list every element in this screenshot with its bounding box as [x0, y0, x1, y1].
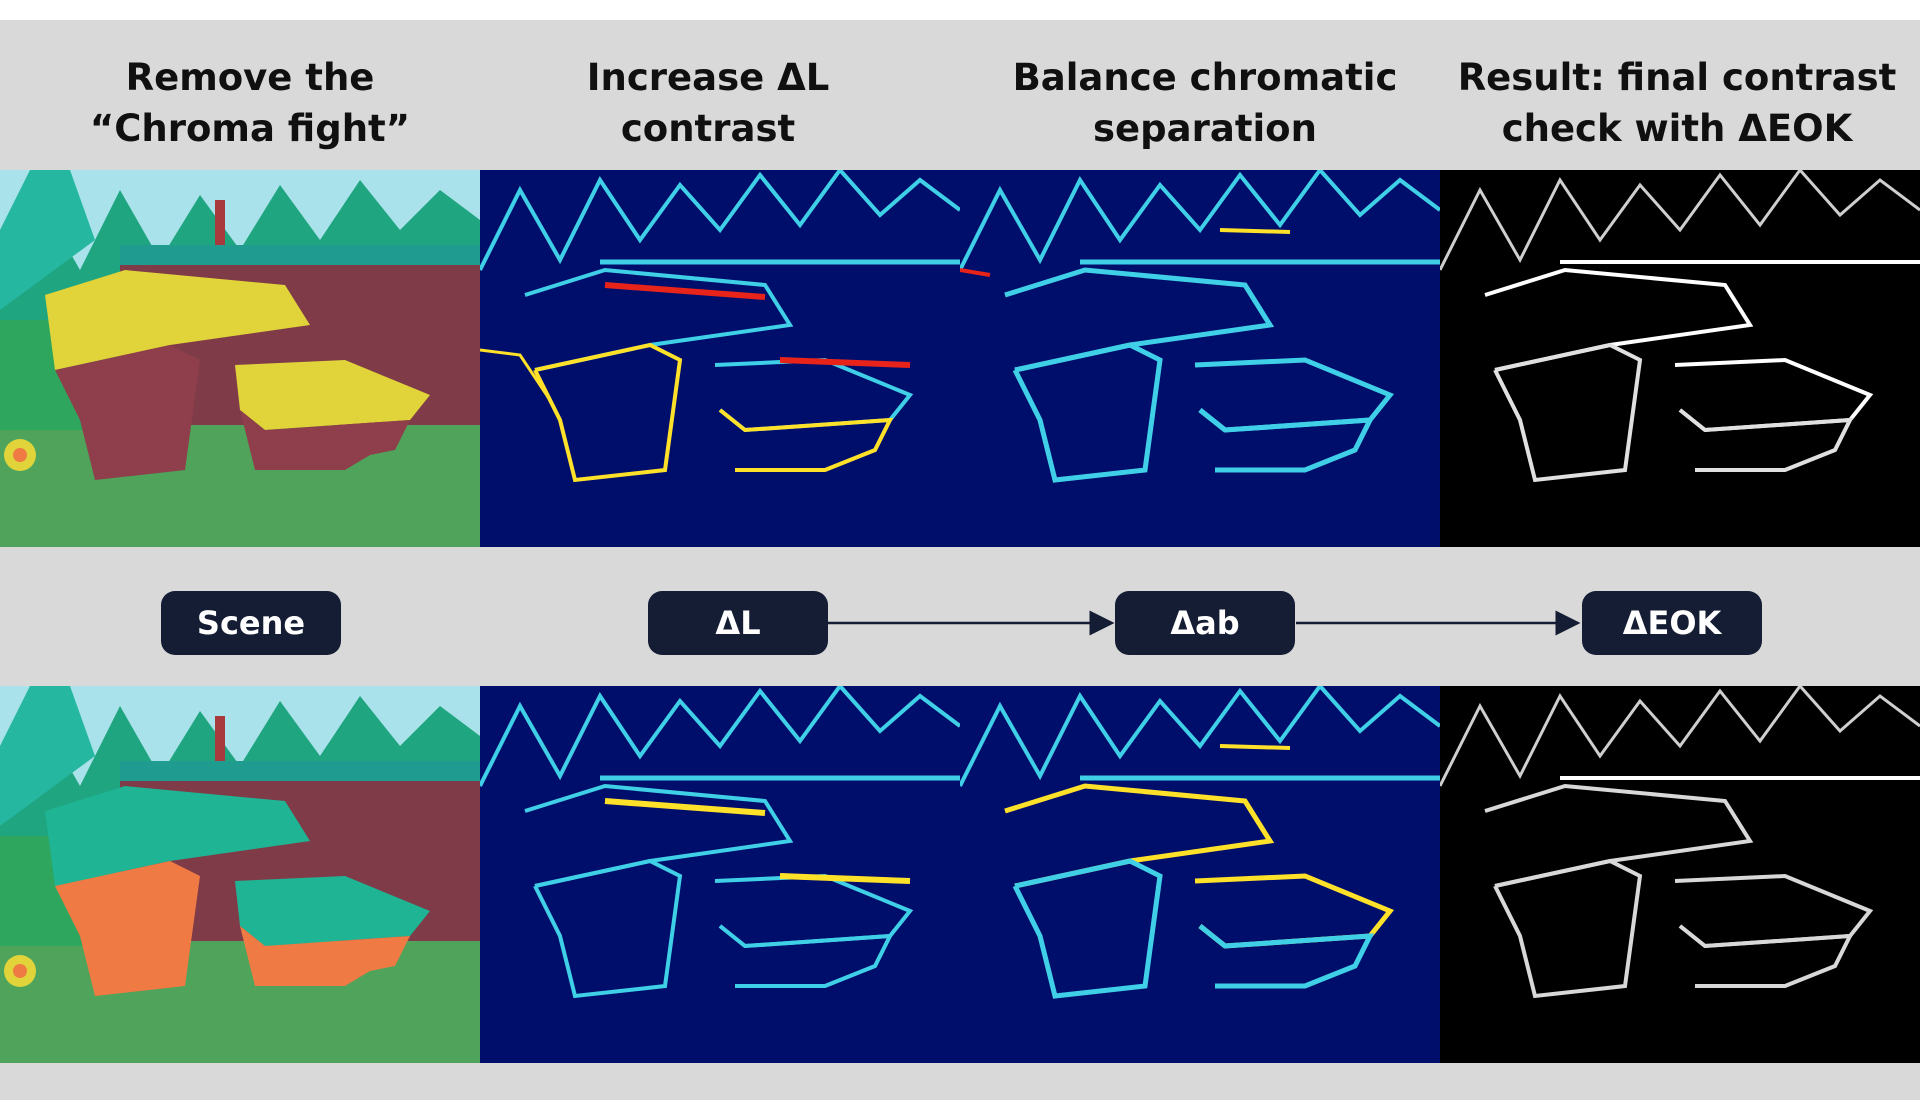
scene-before-image: [0, 170, 480, 547]
delta-eok-edges-before: [1440, 170, 1920, 547]
scene-pill: Scene: [161, 591, 341, 655]
delta-ab-heatmap-illustration: [960, 686, 1440, 1063]
delta-l-heatmap-illustration: [480, 170, 960, 547]
delta-eok-edges-illustration: [1440, 170, 1920, 547]
heading-balance-chromatic: Balance chromatic separation: [1012, 56, 1398, 150]
heading-result-delta-eok: Result: final contrast check with ΔEOK: [1457, 56, 1897, 150]
scene-after-image: [0, 686, 480, 1063]
delta-l-heatmap-illustration: [480, 686, 960, 1063]
delta-l-pill: ΔL: [648, 591, 828, 655]
heading-increase-delta-l: Increase ΔL contrast: [586, 56, 830, 150]
scene-after-illustration: [0, 686, 480, 1063]
delta-ab-heatmap-illustration: [960, 170, 1440, 547]
scene-before-illustration: [0, 170, 480, 547]
heading-remove-chroma-fight: Remove the “Chroma fight”: [89, 56, 411, 150]
delta-eok-pill: ΔEOK: [1582, 591, 1762, 655]
delta-l-heatmap-before: [480, 170, 960, 547]
delta-l-heatmap-after: [480, 686, 960, 1063]
delta-ab-heatmap-before: [960, 170, 1440, 547]
delta-ab-heatmap-after: [960, 686, 1440, 1063]
delta-eok-edges-after: [1440, 686, 1920, 1063]
delta-ab-pill: Δab: [1115, 591, 1295, 655]
delta-eok-edges-illustration: [1440, 686, 1920, 1063]
